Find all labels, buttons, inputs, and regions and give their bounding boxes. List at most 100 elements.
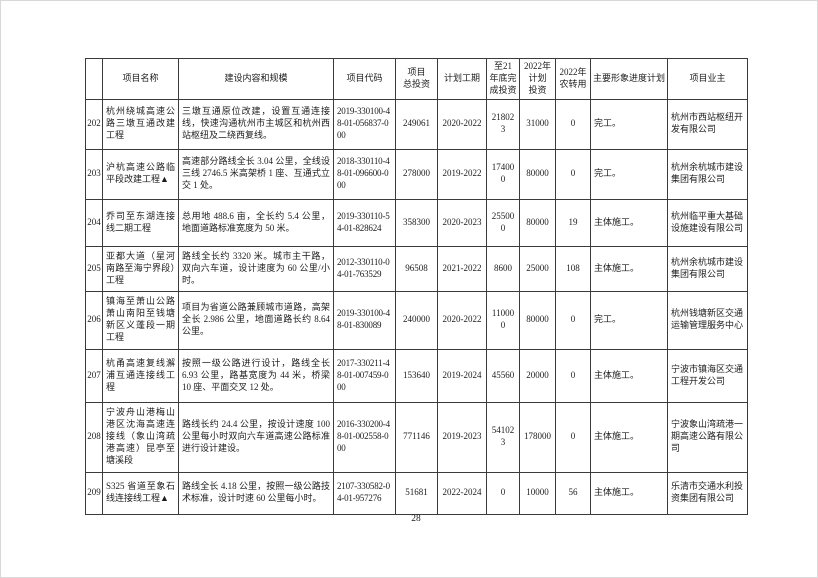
header-plan22: 2022年 计划 投资	[519, 58, 556, 100]
cell-name: 镇海至萧山公路萧山南阳至钱塘新区义蓬段一期工程	[102, 290, 179, 350]
cell-content: 总用地 488.6 亩，全长约 5.4 公里，地面道路标准宽度为 50 米。	[178, 198, 334, 247]
cell-progress: 主体施工。	[590, 401, 668, 473]
table-row: 205 亚都大道（星河南路至海宁界段）工程 路线全长约 3320 米。城市主干路，双…	[85, 245, 748, 292]
table-row: 206 镇海至萧山公路萧山南阳至钱塘新区义蓬段一期工程 项目为省道公路兼顾城市道路，…	[85, 290, 748, 350]
cell-done21: 541023	[486, 401, 520, 473]
cell-content: 路线全长 4.18 公里，按照一级公路技术标准，设计时速 60 公里每小时。	[178, 471, 334, 515]
cell-done21: 255000	[486, 198, 520, 247]
cell-plan22: 10000	[519, 471, 556, 515]
cell-owner: 乐清市交通水利投资集团有限公司	[667, 471, 748, 515]
cell-content: 路线长约 24.4 公里，按设计速度 100 公里每小时双向六车道高速公路标准进…	[178, 401, 334, 473]
cell-code: 2018-330110-48-01-096600-000	[333, 148, 396, 200]
cell-period: 2020-2022	[437, 98, 487, 150]
cell-total: 96508	[395, 245, 438, 292]
cell-id: 202	[85, 98, 103, 150]
cell-owner: 杭州临平重大基础设施建设有限公司	[667, 198, 748, 247]
cell-total: 771146	[395, 401, 438, 473]
cell-progress: 完工。	[590, 98, 668, 150]
table-row: 207 杭甬高速复线澥浦互通连接线工程 按照一级公路进行设计，路线全长 6.93 公…	[85, 348, 748, 403]
header-index	[85, 58, 103, 100]
header-period: 计划工期	[437, 58, 487, 100]
cell-name: 宁波舟山港梅山港区沈海高速连接线（象山湾疏港高速）昆亭至塘溪段	[102, 401, 179, 473]
header-total: 项目 总投资	[395, 58, 438, 100]
cell-owner: 杭州钱塘新区交通运输管理服务中心	[667, 290, 748, 350]
cell-plan22: 80000	[519, 198, 556, 247]
cell-owner: 杭州市西站枢纽开发有限公司	[667, 98, 748, 150]
cell-period: 2020-2022	[437, 290, 487, 350]
header-owner: 项目业主	[667, 58, 748, 100]
cell-done21: 110000	[486, 290, 520, 350]
cell-period: 2019-2023	[437, 401, 487, 473]
cell-done21: 0	[486, 471, 520, 515]
cell-progress: 主体施工。	[590, 198, 668, 247]
cell-id: 207	[85, 348, 103, 403]
cell-plan22: 25000	[519, 245, 556, 292]
cell-name: 杭甬高速复线澥浦互通连接线工程	[102, 348, 179, 403]
table-row: 202 杭州绕城高速公路三墩互通改建工程 三墩互通原位改建，设置互通连接线，快速沟通…	[85, 98, 748, 150]
table-header-row: 项目名称 建设内容和规模 项目代码 项目 总投资 计划工期 至21 年底完 成投资 2022…	[85, 58, 748, 100]
cell-total: 153640	[395, 348, 438, 403]
cell-code: 2107-330582-04-01-957276	[333, 471, 396, 515]
cell-total: 278000	[395, 148, 438, 200]
cell-code: 2017-330211-48-01-007459-000	[333, 348, 396, 403]
cell-land22: 56	[555, 471, 591, 515]
table-row: 204 乔司至东湖连接线二期工程 总用地 488.6 亩，全长约 5.4 公里，地面…	[85, 198, 748, 247]
cell-done21: 8600	[486, 245, 520, 292]
header-done21: 至21 年底完 成投资	[486, 58, 520, 100]
cell-plan22: 178000	[519, 401, 556, 473]
cell-content: 高速部分路线全长 3.04 公里，全线设三线 2746.5 米高架桥 1 座、互…	[178, 148, 334, 200]
cell-progress: 主体施工。	[590, 348, 668, 403]
cell-plan22: 80000	[519, 148, 556, 200]
cell-progress: 完工。	[590, 148, 668, 200]
cell-plan22: 31000	[519, 98, 556, 150]
cell-name: 亚都大道（星河南路至海宁界段）工程	[102, 245, 179, 292]
header-content: 建设内容和规模	[178, 58, 334, 100]
cell-code: 2016-330200-48-01-002558-000	[333, 401, 396, 473]
cell-total: 51681	[395, 471, 438, 515]
cell-period: 2021-2022	[437, 245, 487, 292]
cell-period: 2019-2022	[437, 148, 487, 200]
table-row: 203 沪杭高速公路临平段改建工程▲ 高速部分路线全长 3.04 公里，全线设三线 …	[85, 148, 748, 200]
cell-id: 206	[85, 290, 103, 350]
cell-code: 2019-330100-48-01-056837-000	[333, 98, 396, 150]
cell-land22: 0	[555, 401, 591, 473]
cell-content: 项目为省道公路兼顾城市道路，高架全长 2.986 公里，地面道路长约 8.64 …	[178, 290, 334, 350]
cell-owner: 宁波市镇海区交通工程开发公司	[667, 348, 748, 403]
cell-code: 2012-330110-04-01-763529	[333, 245, 396, 292]
cell-land22: 0	[555, 98, 591, 150]
cell-id: 208	[85, 401, 103, 473]
cell-land22: 19	[555, 198, 591, 247]
cell-id: 209	[85, 471, 103, 515]
table-row: 208 宁波舟山港梅山港区沈海高速连接线（象山湾疏港高速）昆亭至塘溪段 路线长约 2…	[85, 401, 748, 473]
cell-id: 204	[85, 198, 103, 247]
cell-id: 205	[85, 245, 103, 292]
cell-total: 249061	[395, 98, 438, 150]
cell-land22: 0	[555, 290, 591, 350]
cell-period: 2022-2024	[437, 471, 487, 515]
cell-progress: 主体施工。	[590, 471, 668, 515]
cell-name: 沪杭高速公路临平段改建工程▲	[102, 148, 179, 200]
cell-name: S325 省道至象石线连接线工程▲	[102, 471, 179, 515]
page-number: 28	[411, 514, 421, 524]
header-name: 项目名称	[102, 58, 179, 100]
cell-code: 2019-330100-48-01-830089	[333, 290, 396, 350]
cell-owner: 杭州余杭城市建设集团有限公司	[667, 245, 748, 292]
cell-total: 240000	[395, 290, 438, 350]
cell-land22: 108	[555, 245, 591, 292]
cell-period: 2019-2024	[437, 348, 487, 403]
cell-progress: 主体施工。	[590, 245, 668, 292]
cell-done21: 45560	[486, 348, 520, 403]
cell-progress: 完工。	[590, 290, 668, 350]
cell-done21: 174000	[486, 148, 520, 200]
cell-id: 203	[85, 148, 103, 200]
table-row: 209 S325 省道至象石线连接线工程▲ 路线全长 4.18 公里，按照一级公路技…	[85, 471, 748, 515]
cell-content: 路线全长约 3320 米。城市主干路，双向六车道，设计速度为 60 公里/小时。	[178, 245, 334, 292]
cell-name: 乔司至东湖连接线二期工程	[102, 198, 179, 247]
cell-plan22: 80000	[519, 290, 556, 350]
cell-name: 杭州绕城高速公路三墩互通改建工程	[102, 98, 179, 150]
cell-plan22: 20000	[519, 348, 556, 403]
cell-owner: 杭州余杭城市建设集团有限公司	[667, 148, 748, 200]
cell-period: 2020-2023	[437, 198, 487, 247]
cell-total: 358300	[395, 198, 438, 247]
cell-done21: 218023	[486, 98, 520, 150]
